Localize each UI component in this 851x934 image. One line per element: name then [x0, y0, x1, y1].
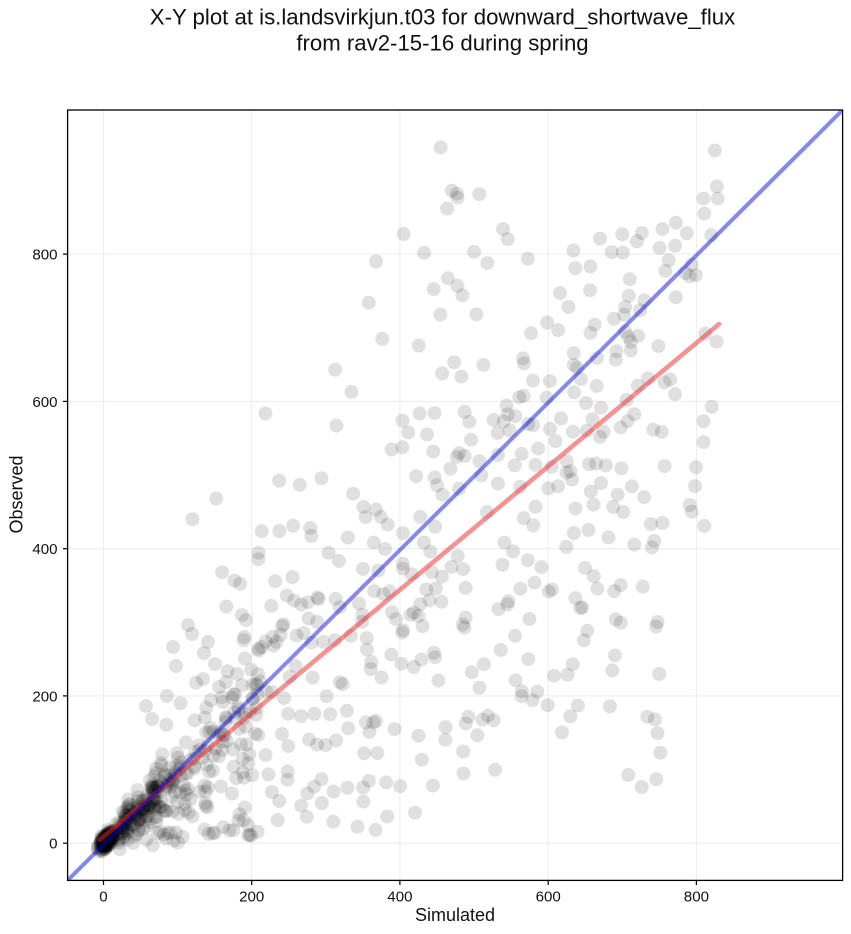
svg-text:X-Y plot at is.landsvirkjun.t0: X-Y plot at is.landsvirkjun.t03 for down…: [150, 5, 735, 30]
svg-text:Observed: Observed: [6, 455, 26, 533]
svg-text:600: 600: [536, 889, 561, 906]
svg-text:0: 0: [99, 889, 107, 906]
svg-text:800: 800: [32, 247, 57, 264]
svg-text:200: 200: [32, 688, 57, 705]
svg-text:200: 200: [239, 889, 264, 906]
svg-text:800: 800: [684, 889, 709, 906]
svg-text:from rav2-15-16 during spring: from rav2-15-16 during spring: [296, 30, 588, 55]
svg-text:400: 400: [32, 541, 57, 558]
svg-text:600: 600: [32, 394, 57, 411]
svg-text:400: 400: [387, 889, 412, 906]
svg-text:Simulated: Simulated: [415, 905, 495, 925]
svg-text:0: 0: [49, 836, 57, 853]
